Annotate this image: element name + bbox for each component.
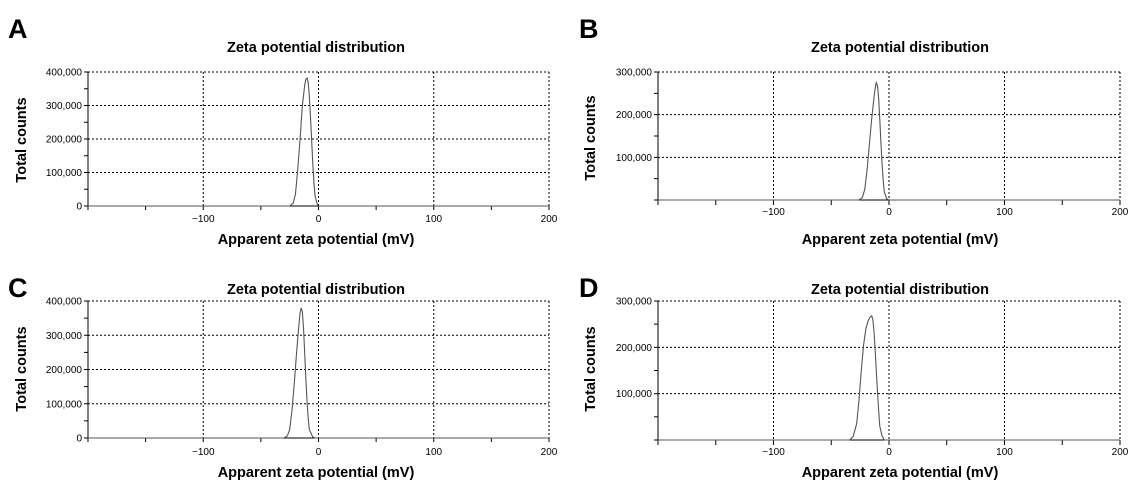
zeta-chart-svg: A Zeta potential distribution −100 0 100 200 0… bbox=[8, 14, 558, 248]
panel-label: A bbox=[8, 14, 28, 44]
x-tick-label: 200 bbox=[541, 447, 558, 458]
y-axis-title: Total counts bbox=[14, 97, 30, 182]
y-tick-label: 100,000 bbox=[616, 389, 653, 400]
x-axis-title: Apparent zeta potential (mV) bbox=[802, 232, 999, 248]
x-axis-title: Apparent zeta potential (mV) bbox=[218, 232, 415, 248]
chart-title: Zeta potential distribution bbox=[811, 282, 989, 298]
x-tick-label: −100 bbox=[762, 207, 785, 218]
x-tick-label: 0 bbox=[886, 447, 892, 458]
distribution-line bbox=[88, 307, 549, 439]
grid bbox=[88, 71, 549, 206]
y-tick-label: 200,000 bbox=[616, 110, 653, 121]
y-axis-title: Total counts bbox=[583, 95, 599, 180]
x-tick-label: 200 bbox=[541, 214, 558, 225]
y-tick-label: 300,000 bbox=[46, 101, 83, 112]
zeta-chart-svg: B Zeta potential distribution −100 0 100 200 1… bbox=[579, 14, 1129, 248]
y-tick-label: 300,000 bbox=[616, 297, 653, 308]
panel-a: A Zeta potential distribution −100 0 100 200 0… bbox=[0, 0, 565, 248]
y-tick-label: 0 bbox=[76, 434, 82, 445]
x-tick-label: −100 bbox=[192, 447, 215, 458]
x-tick-label: 0 bbox=[886, 207, 892, 218]
y-tick-label: 200,000 bbox=[46, 135, 83, 146]
chart-title: Zeta potential distribution bbox=[811, 40, 989, 56]
grid bbox=[88, 300, 549, 438]
y-tick-label: 400,000 bbox=[46, 297, 83, 308]
y-tick-label: 100,000 bbox=[46, 168, 83, 179]
chart-title: Zeta potential distribution bbox=[227, 282, 405, 298]
y-tick-label: 300,000 bbox=[46, 331, 83, 342]
y-axis-title: Total counts bbox=[14, 326, 30, 411]
x-tick-label: 200 bbox=[1112, 447, 1129, 458]
x-tick-label: −100 bbox=[762, 447, 785, 458]
grid bbox=[658, 300, 1120, 440]
y-tick-label: 400,000 bbox=[46, 68, 83, 79]
zeta-chart-svg: D Zeta potential distribution −100 0 100 200 1… bbox=[579, 273, 1129, 481]
x-tick-label: 100 bbox=[996, 447, 1013, 458]
x-tick-label: 200 bbox=[1112, 207, 1129, 218]
x-tick-label: −100 bbox=[192, 214, 215, 225]
y-tick-label: 100,000 bbox=[46, 399, 83, 410]
panel-d: D Zeta potential distribution −100 0 100 200 1… bbox=[565, 245, 1129, 483]
zeta-chart-svg: C Zeta potential distribution −100 0 100 200 0… bbox=[8, 273, 558, 481]
y-tick-label: 200,000 bbox=[616, 343, 653, 354]
panel-label: D bbox=[579, 273, 599, 303]
panel-c: C Zeta potential distribution −100 0 100 200 0… bbox=[0, 245, 565, 483]
chart-title: Zeta potential distribution bbox=[227, 40, 405, 56]
grid bbox=[658, 71, 1120, 200]
distribution-line bbox=[658, 80, 1120, 201]
x-tick-label: 100 bbox=[425, 447, 442, 458]
x-axis-title: Apparent zeta potential (mV) bbox=[802, 465, 999, 481]
y-tick-label: 300,000 bbox=[616, 68, 653, 79]
y-axis-title: Total counts bbox=[583, 326, 599, 411]
x-tick-label: 100 bbox=[425, 214, 442, 225]
x-tick-label: 0 bbox=[316, 447, 322, 458]
panel-b: B Zeta potential distribution −100 0 100 200 1… bbox=[565, 0, 1129, 248]
distribution-line bbox=[88, 76, 549, 207]
panel-label: B bbox=[579, 14, 599, 44]
x-tick-label: 0 bbox=[316, 214, 322, 225]
x-tick-label: 100 bbox=[996, 207, 1013, 218]
y-tick-label: 0 bbox=[76, 202, 82, 213]
distribution-line bbox=[658, 314, 1120, 441]
panel-label: C bbox=[8, 273, 28, 303]
x-axis-title: Apparent zeta potential (mV) bbox=[218, 465, 415, 481]
y-tick-label: 200,000 bbox=[46, 365, 83, 376]
y-tick-label: 100,000 bbox=[616, 153, 653, 164]
